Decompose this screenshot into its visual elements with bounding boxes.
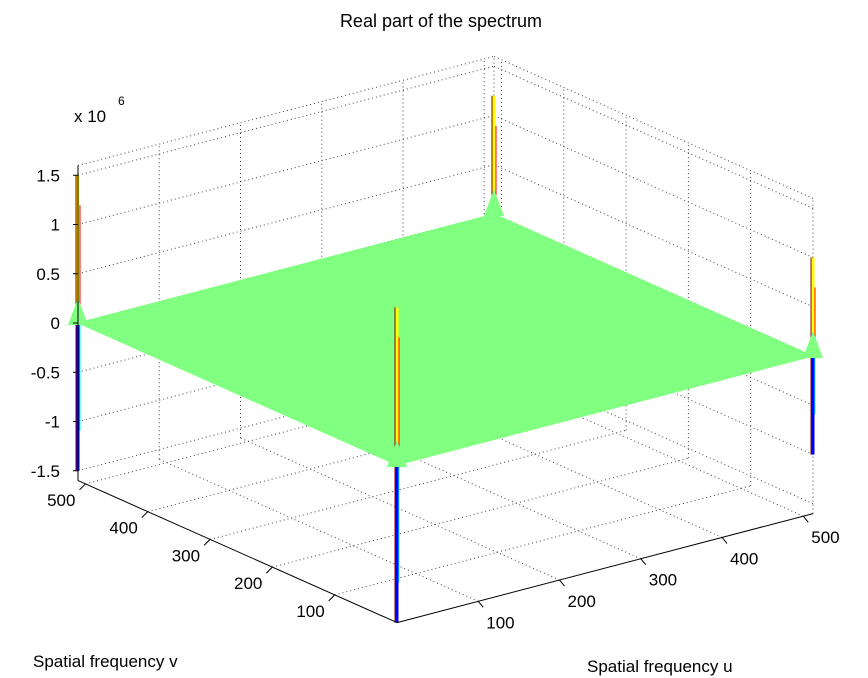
- z-tick-label: 1: [51, 216, 60, 235]
- z-tick-label: 0.5: [36, 265, 60, 284]
- z-tick-label: 0: [51, 314, 60, 333]
- chart-title: Real part of the spectrum: [340, 11, 542, 31]
- back-top-edge-left: [77, 55, 495, 166]
- spike-foot: [387, 440, 407, 467]
- axes: [73, 165, 814, 624]
- v-tick-mark: [79, 483, 86, 491]
- y-axis-label: Spatial frequency v: [33, 652, 178, 671]
- spikes: [68, 95, 823, 623]
- v-tick-label: 300: [172, 546, 200, 565]
- grid-line-v-wall-z: [77, 115, 495, 225]
- spike-0: [387, 307, 407, 623]
- v-tick-label: 100: [296, 602, 324, 621]
- u-tick-mark: [802, 515, 809, 523]
- spike-1: [484, 95, 504, 216]
- u-tick-label: 200: [568, 592, 596, 611]
- u-tick-label: 400: [730, 549, 758, 568]
- surface: [76, 213, 815, 466]
- u-tick-label: 100: [486, 613, 514, 632]
- u-axis-line: [396, 513, 814, 624]
- u-tick-label: 300: [649, 571, 677, 590]
- z-tick-label: 1.5: [36, 166, 60, 185]
- z-tick-label: -1.5: [31, 462, 60, 481]
- spike-foot: [803, 331, 823, 358]
- v-tick-mark: [141, 511, 149, 519]
- v-tick-mark: [203, 539, 211, 546]
- v-tick-mark: [266, 566, 273, 574]
- u-tick-mark: [721, 537, 728, 544]
- x-axis-label: Spatial frequency u: [587, 657, 733, 676]
- u-tick-mark: [640, 558, 647, 566]
- spike-foot: [484, 189, 504, 216]
- back-top-edge-right: [493, 55, 814, 199]
- z-exponent-label: x 10: [74, 107, 106, 126]
- u-tick-label: 500: [811, 528, 839, 547]
- tick-labels: 100 200 300 400 500 100 200 300 400 500 -1.5 -1 -0.5…: [31, 166, 840, 632]
- grid-line-v-wall-z: [77, 65, 495, 176]
- v-tick-label: 500: [47, 491, 75, 510]
- z-tick-label: -1: [45, 413, 60, 432]
- grid-line-floor-u: [159, 458, 479, 602]
- v-tick-mark: [328, 594, 336, 602]
- v-tick-label: 200: [234, 574, 262, 593]
- z-tick-label: -0.5: [31, 363, 60, 382]
- surface-plane: [76, 213, 815, 466]
- v-tick-label: 400: [109, 519, 137, 538]
- u-tick-mark: [559, 579, 565, 587]
- grid-line-floor-v: [272, 457, 689, 568]
- spike-3: [803, 257, 823, 455]
- z-exponent-value: 6: [118, 94, 125, 108]
- u-tick-mark: [477, 600, 484, 608]
- v-axis-line: [77, 480, 398, 624]
